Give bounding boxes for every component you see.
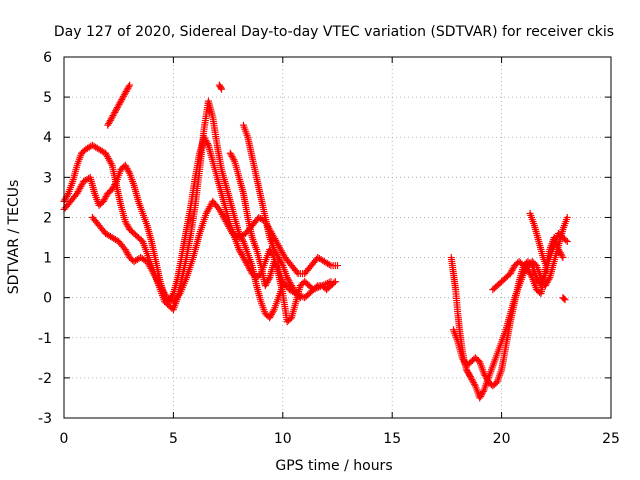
y-tick-label: 4 bbox=[43, 130, 52, 146]
data-point bbox=[112, 179, 120, 187]
x-tick-label: 10 bbox=[274, 431, 292, 447]
x-tick-labels: 0 5 10 15 20 25 bbox=[60, 431, 620, 447]
y-tick-label: 1 bbox=[43, 251, 52, 267]
data-marks bbox=[60, 81, 571, 402]
data-point bbox=[218, 85, 226, 93]
data-point bbox=[296, 294, 304, 302]
x-tick-label: 0 bbox=[60, 431, 69, 447]
data-point bbox=[562, 236, 570, 244]
data-point bbox=[269, 307, 277, 315]
data-point bbox=[217, 84, 225, 92]
data-point bbox=[107, 160, 115, 168]
data-point bbox=[293, 268, 301, 276]
data-point bbox=[470, 380, 478, 388]
series-s12 bbox=[559, 294, 569, 304]
series-s5 bbox=[215, 81, 226, 93]
y-tick-label: 0 bbox=[43, 291, 52, 307]
data-point bbox=[230, 156, 238, 164]
y-axis-title: SDTVAR / TECUs bbox=[6, 180, 22, 295]
y-tick-label: 5 bbox=[43, 90, 52, 106]
data-point bbox=[168, 297, 176, 305]
data-point bbox=[479, 388, 487, 396]
y-tick-label: 6 bbox=[43, 50, 52, 66]
data-point bbox=[560, 295, 568, 303]
data-point bbox=[327, 278, 335, 286]
data-point bbox=[295, 292, 303, 300]
data-point bbox=[278, 260, 286, 268]
y-tick-label: -1 bbox=[38, 331, 52, 347]
y-tick-labels: -3 -2 -1 0 1 2 3 4 5 6 bbox=[38, 50, 52, 427]
data-point bbox=[527, 272, 535, 280]
data-point bbox=[561, 296, 569, 304]
y-tick-label: -3 bbox=[38, 411, 52, 427]
series-s11 bbox=[526, 209, 552, 274]
series-s3 bbox=[88, 197, 341, 306]
grid-lines bbox=[64, 57, 611, 418]
data-point bbox=[125, 168, 133, 176]
series-s7 bbox=[239, 121, 304, 302]
x-axis-title: GPS time / hours bbox=[275, 458, 392, 474]
data-point bbox=[325, 261, 333, 269]
data-point bbox=[169, 291, 177, 299]
data-point bbox=[204, 140, 212, 148]
x-tick-label: 5 bbox=[169, 431, 178, 447]
data-point bbox=[334, 262, 341, 270]
data-point bbox=[563, 213, 571, 221]
data-point bbox=[64, 191, 72, 199]
plot-frame bbox=[63, 56, 612, 419]
axis-ticks bbox=[63, 56, 612, 419]
data-point bbox=[466, 373, 474, 381]
x-tick-label: 25 bbox=[602, 431, 620, 447]
data-point bbox=[544, 266, 552, 274]
y-tick-label: 3 bbox=[43, 170, 52, 186]
series-s6 bbox=[226, 149, 335, 302]
series-s4 bbox=[104, 81, 134, 129]
data-point bbox=[126, 81, 134, 89]
chart-title: Day 127 of 2020, Sidereal Day-to-day VTE… bbox=[54, 24, 614, 40]
x-tick-label: 20 bbox=[493, 431, 511, 447]
data-point bbox=[274, 264, 282, 272]
data-point bbox=[175, 291, 183, 299]
y-tick-label: 2 bbox=[43, 210, 52, 226]
data-point bbox=[563, 238, 571, 246]
x-tick-label: 15 bbox=[383, 431, 401, 447]
series-s9 bbox=[449, 229, 571, 390]
data-point bbox=[265, 275, 273, 283]
y-tick-label: -2 bbox=[38, 371, 52, 387]
data-point bbox=[559, 254, 567, 262]
data-point bbox=[125, 83, 133, 91]
data-point bbox=[558, 252, 566, 260]
